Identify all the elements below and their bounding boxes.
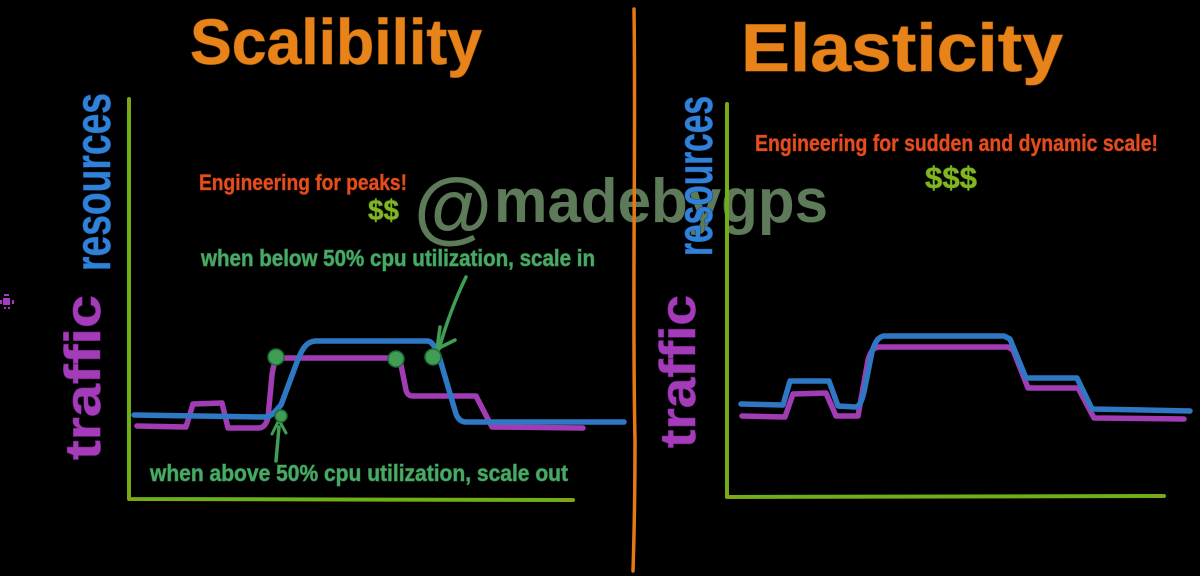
- svg-text:traffic: traffic: [650, 295, 706, 448]
- svg-text:Engineering for sudden and dyn: Engineering for sudden and dynamic scale…: [755, 130, 1158, 156]
- svg-text:resources: resources: [667, 96, 723, 256]
- svg-text:$$$: $$$: [925, 160, 977, 195]
- svg-text:Elasticity: Elasticity: [741, 10, 1063, 86]
- svg-text:$$: $$: [368, 195, 399, 227]
- svg-text:@: @: [414, 162, 492, 251]
- svg-text:Engineering for peaks!: Engineering for peaks!: [199, 170, 407, 195]
- svg-text:Scalibility: Scalibility: [190, 6, 482, 78]
- svg-text:madebygps: madebygps: [494, 167, 828, 236]
- svg-text:when below 50% cpu utilization: when below 50% cpu utilization, scale in: [200, 245, 595, 271]
- svg-text:traffic: traffic: [55, 295, 111, 460]
- svg-text:when above 50% cpu utilization: when above 50% cpu utilization, scale ou…: [149, 460, 568, 486]
- svg-text:resources: resources: [65, 93, 121, 271]
